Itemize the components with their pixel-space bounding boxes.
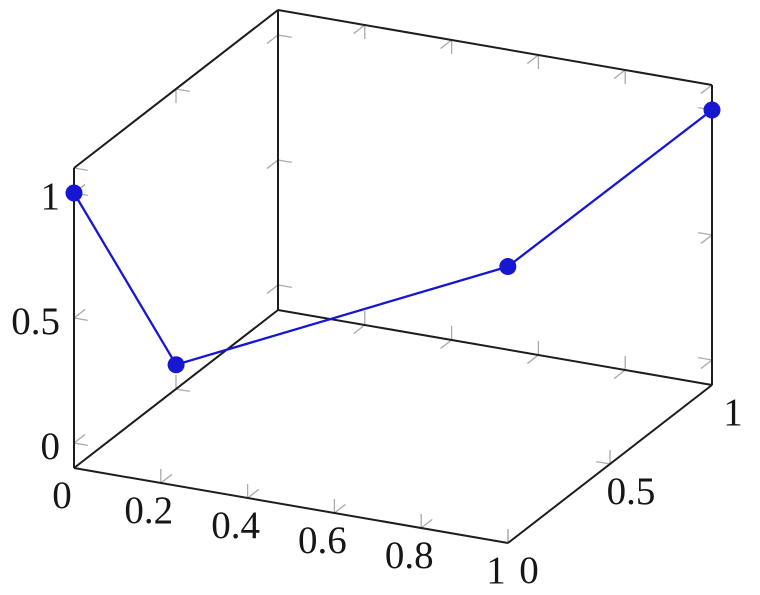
y-tick-label: 1 xyxy=(723,391,743,434)
z-tick-mark xyxy=(73,308,86,319)
y-tick-mark xyxy=(73,167,88,172)
y-tick-label: 0.5 xyxy=(607,470,656,513)
axis-box-edge xyxy=(507,384,713,544)
data-point-marker xyxy=(65,184,83,202)
data-point-marker xyxy=(703,101,721,119)
x-tick-mark xyxy=(526,54,539,65)
x-tick-label: 0 xyxy=(52,474,72,517)
x-tick-mark xyxy=(440,339,452,350)
z-tick-mark xyxy=(700,234,713,245)
z-tick-mark xyxy=(277,34,292,39)
z-tick-mark xyxy=(698,231,713,236)
z-tick-mark xyxy=(277,159,292,164)
y-tick-label: 0 xyxy=(519,549,539,592)
x-tick-mark xyxy=(526,354,539,365)
x-tick-mark xyxy=(440,39,452,50)
z-tick-mark xyxy=(73,317,88,322)
axis-box-edge xyxy=(73,9,279,169)
axis-box-frame xyxy=(73,9,713,544)
y-tick-mark xyxy=(596,460,611,465)
axis-box-edge xyxy=(277,309,713,386)
x-tick-mark xyxy=(160,473,173,484)
x-tick-label: 0.6 xyxy=(298,519,347,562)
line-blue-3d-line xyxy=(73,109,713,366)
x-tick-mark xyxy=(334,503,346,514)
axis-box-edge xyxy=(277,9,713,86)
axis-box-edge xyxy=(73,309,279,469)
x-tick-label: 0.4 xyxy=(211,504,260,547)
z-tick-mark xyxy=(266,159,279,170)
x-tick-mark xyxy=(353,24,366,35)
z-tick-mark xyxy=(266,284,279,295)
x-tick-mark xyxy=(420,518,433,529)
z-tick-label: 0 xyxy=(41,425,61,468)
axis-tick-marks xyxy=(73,9,713,544)
z-tick-mark xyxy=(73,442,88,447)
x-tick-label: 1 xyxy=(486,549,506,592)
z-tick-mark xyxy=(73,433,86,444)
x-tick-mark xyxy=(613,369,626,380)
data-point-marker xyxy=(167,356,185,374)
x-tick-label: 0.2 xyxy=(124,489,173,532)
x-tick-label: 0.8 xyxy=(385,534,434,577)
x-tick-mark xyxy=(700,84,713,95)
z-tick-label: 0.5 xyxy=(11,300,60,343)
z-tick-label: 1 xyxy=(41,175,61,218)
z-tick-mark xyxy=(277,284,292,289)
axis-box-edge xyxy=(73,467,509,544)
y-tick-mark xyxy=(175,88,190,93)
x-tick-mark xyxy=(247,488,260,499)
x-tick-mark xyxy=(353,324,366,335)
y-tick-mark xyxy=(175,388,190,393)
z-tick-mark xyxy=(266,34,279,45)
series-line xyxy=(73,109,713,366)
z-tick-mark xyxy=(698,356,713,361)
series-markers xyxy=(65,101,721,374)
data-point-marker xyxy=(499,258,517,276)
x-tick-mark xyxy=(613,69,626,80)
z-tick-mark xyxy=(700,359,713,370)
